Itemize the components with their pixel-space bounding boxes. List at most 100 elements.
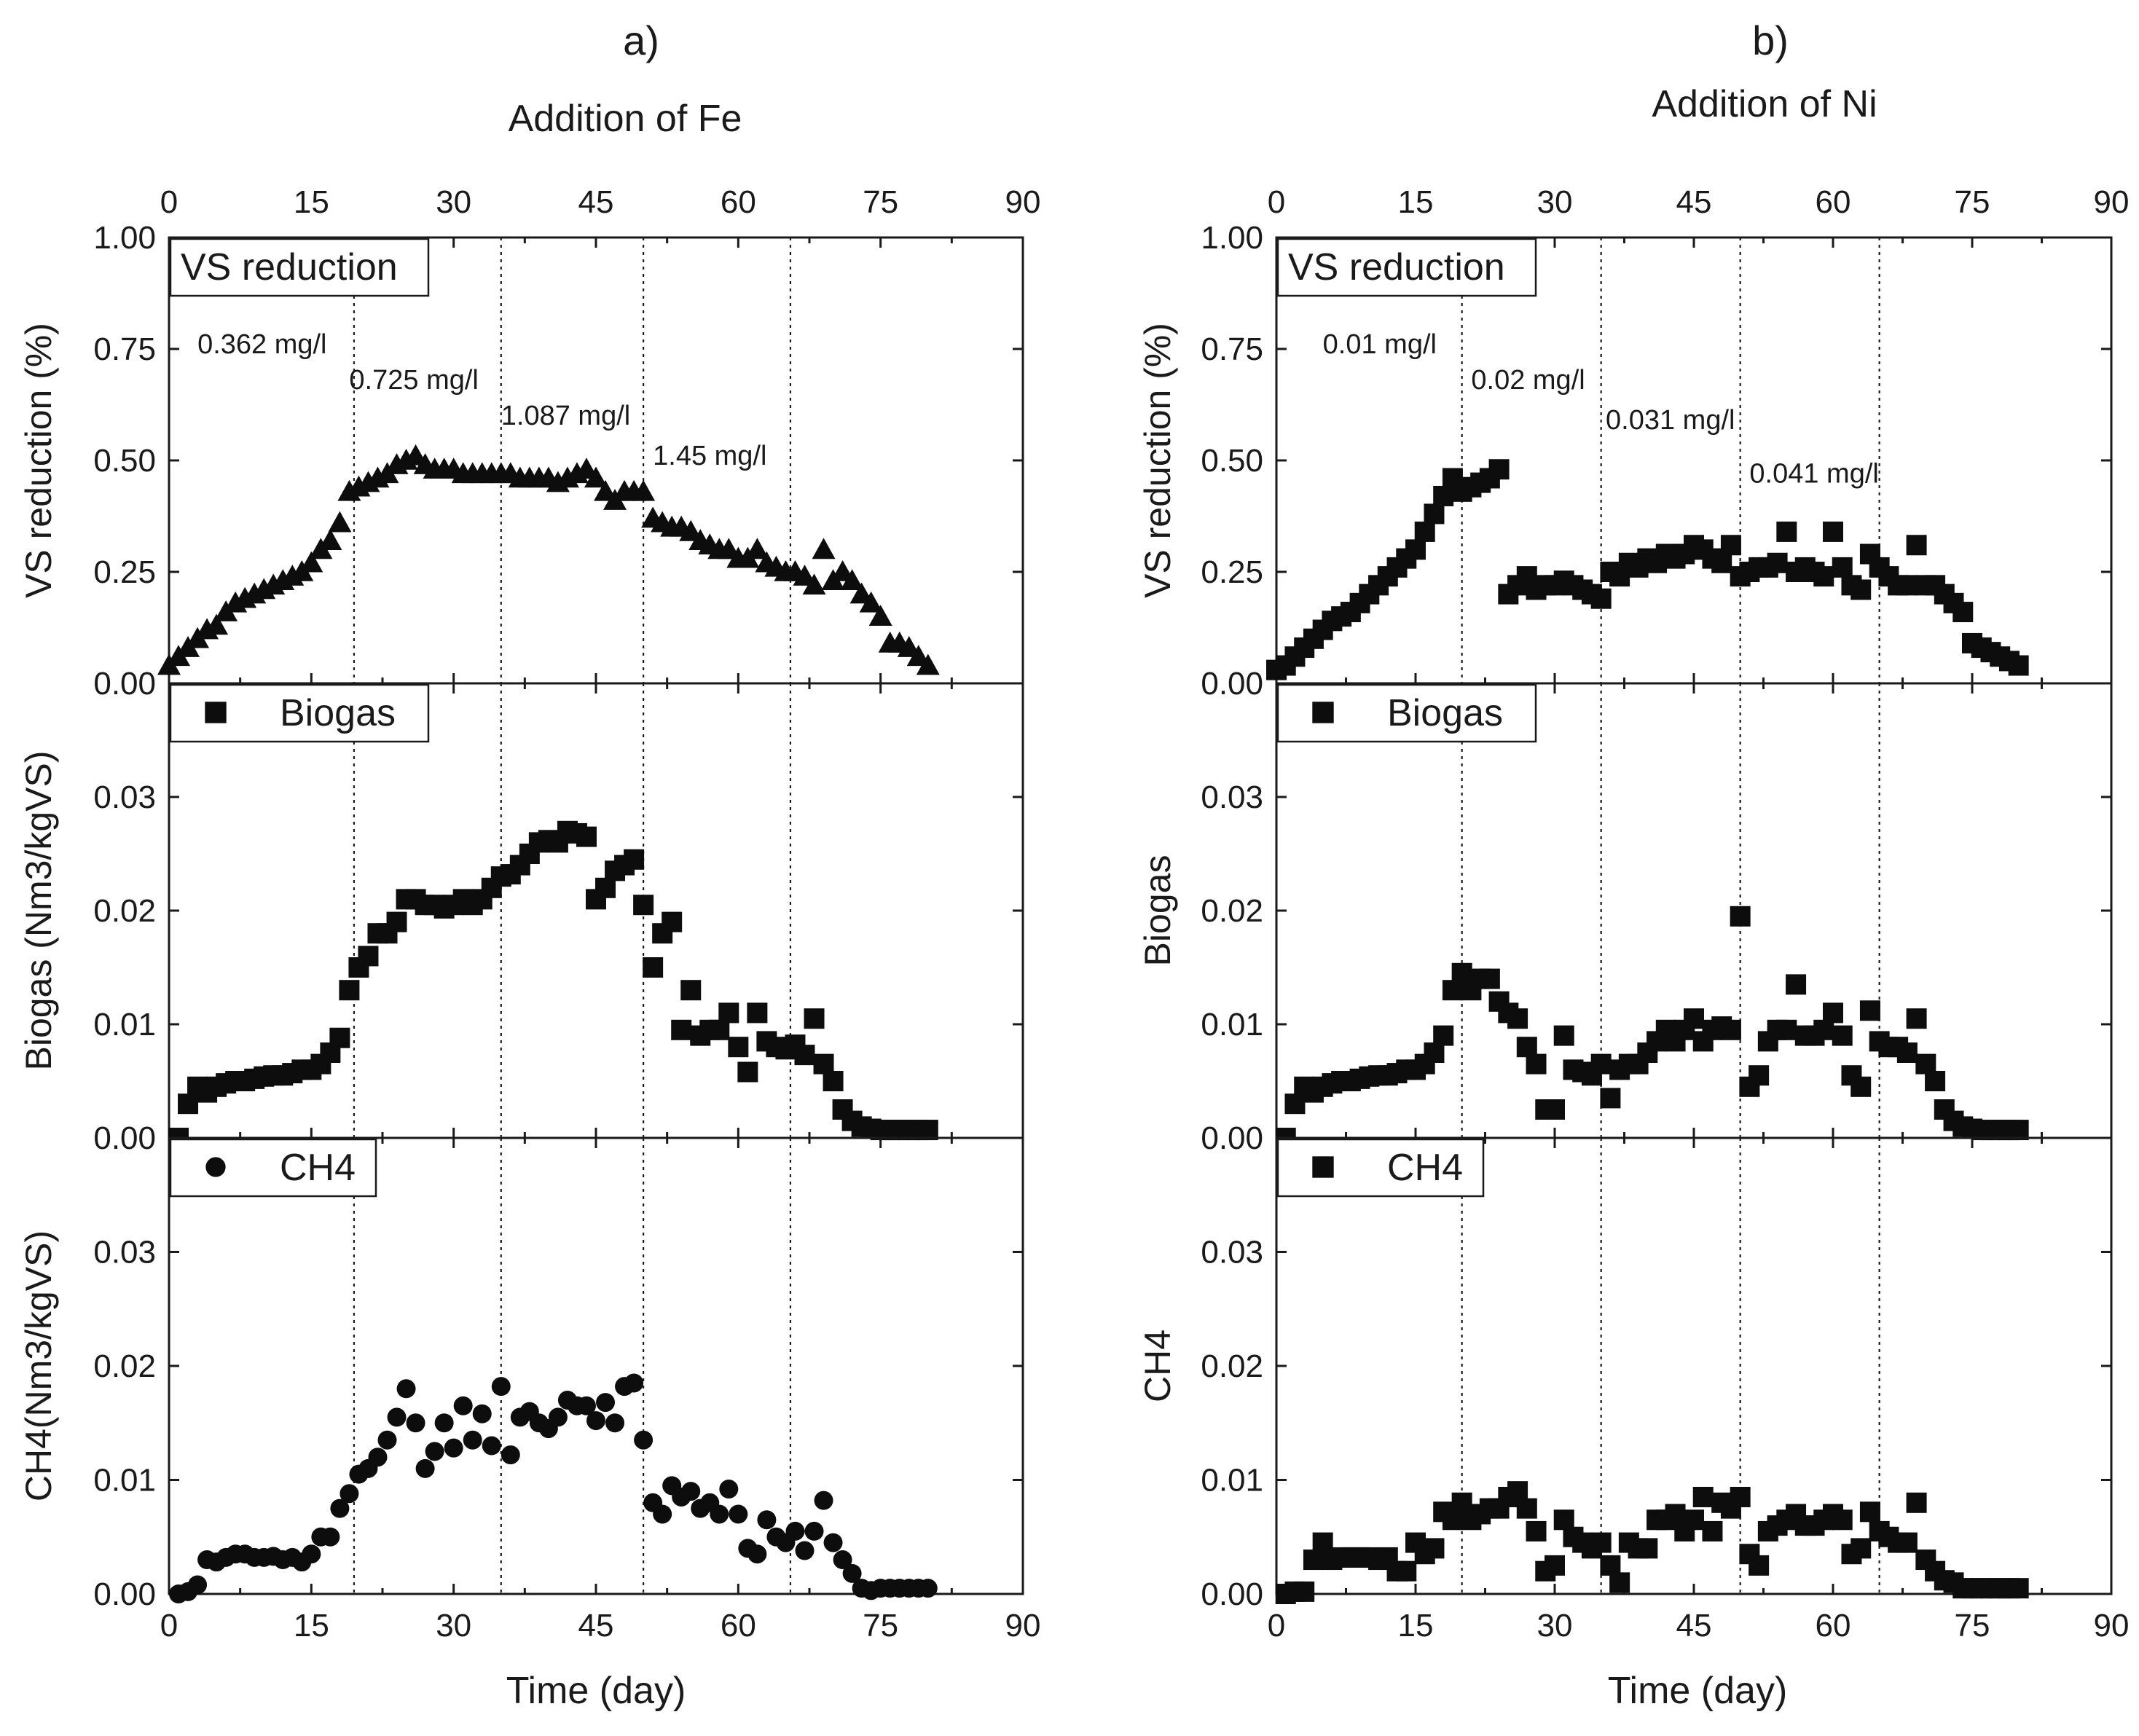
chart-0-sub-2-data-point (576, 1396, 596, 1415)
chart-1-sub-0-data-point (1414, 521, 1435, 542)
chart-1-sub-2-data-point (1526, 1520, 1547, 1541)
chart-0-sub-0-data-point (802, 573, 826, 595)
chart-0-sub-1-data-point (804, 1008, 825, 1029)
chart-0-sub-1-data-point (813, 1053, 834, 1075)
chart-1-sub-2-data-point (1303, 1550, 1324, 1571)
chart-1-title: Addition of Ni (1652, 83, 1877, 125)
chart-1-sub-0-ytick-label: 0.75 (1201, 331, 1263, 367)
chart-0-sub-1-data-point (624, 849, 645, 870)
chart-1-sub-0-annotation: 0.01 mg/l (1323, 329, 1437, 360)
chart-0-xlabel: Time (day) (506, 1670, 686, 1712)
chart-1-sub-1-data-point (1684, 1008, 1704, 1029)
chart-0-bottom-xtick-label: 30 (436, 1608, 471, 1643)
chart-0-sub-0-data-point (205, 613, 229, 635)
chart-1-sub-2-data-point (1294, 1581, 1315, 1602)
chart-1-sub-1-data-point (1600, 1088, 1621, 1109)
chart-0-sub-1-data-point (671, 1019, 692, 1040)
chart-0-bottom-xtick-label: 90 (1005, 1608, 1041, 1643)
chart-0-sub-0-data-point (584, 466, 608, 488)
chart-1-sub-1-data-point (2008, 1120, 2029, 1141)
chart-0-sub-1-ylabel: Biogas (Nm3/kgVS) (18, 750, 59, 1070)
chart-1-sub-2-data-point (1749, 1555, 1770, 1576)
chart-1-top-xtick-label: 60 (1816, 184, 1851, 220)
chart-1-sub-1-data-point (1284, 1093, 1306, 1115)
chart-1-sub-0-data-point (1405, 539, 1426, 560)
chart-0-sub-1-data-point (633, 895, 654, 916)
chart-0-sub-0-legend-box (169, 237, 430, 297)
chart-1-sub-0-data-point (1590, 588, 1612, 609)
chart-0-sub-1-data-point (718, 1002, 739, 1024)
chart-1-sub-1-data-point (1545, 1099, 1565, 1120)
chart-1-sub-0-annotation: 0.02 mg/l (1471, 365, 1585, 396)
chart-1-sub-2-legend: CH4 (1276, 1138, 1485, 1198)
chart-0-sub-1-data-point (747, 1002, 768, 1024)
chart-1-sub-2-data-point (1553, 1509, 1574, 1531)
chart-0-sub-2-ytick-label: 0.00 (93, 1576, 156, 1612)
chart-0-sub-0-data-point (318, 529, 342, 550)
chart-1-sub-0-data-point (1832, 557, 1853, 578)
chart-0-sub-1-data-point (329, 1027, 350, 1048)
chart-1-sub-0-data-point (1776, 521, 1797, 542)
chart-1-sub-2-data-point (1832, 1509, 1853, 1531)
chart-0-sub-2-ytick-label: 0.02 (93, 1348, 156, 1384)
chart-0-sub-0-data-point (632, 479, 656, 501)
chart-1-sub-1-data-point (1776, 1019, 1797, 1040)
chart-0-sub-2-data-point (501, 1445, 520, 1465)
chart-0-sub-1-data-point (643, 957, 664, 978)
chart-0-bottom-xtick-label: 75 (863, 1608, 898, 1643)
chart-0-sub-2-data-point (586, 1411, 605, 1431)
chart-1-sub-2-data-point (2008, 1578, 2029, 1599)
chart-0-sub-2-data-point (681, 1482, 701, 1501)
chart-1-sub-2-ytick-label: 0.03 (1201, 1235, 1263, 1270)
chart-1-sub-1-data-point (1730, 906, 1751, 927)
chart-0-sub-1-data-point (595, 877, 616, 898)
chart-1-sub-2-data-point (1859, 1501, 1880, 1523)
chart-1-panel: b) Addition of Ni 0 15 30 45 60 75 90 0.00 0.25 0.5… (1137, 17, 2129, 1712)
chart-0-sub-2-data-point (434, 1413, 454, 1433)
chart-1-sub-2-data-point (1684, 1509, 1704, 1531)
chart-0-sub-0-data-point (868, 605, 892, 626)
chart-0-sub-2-ytick-label: 0.03 (93, 1235, 156, 1270)
chart-0-sub-2-data-point (814, 1490, 833, 1510)
chart-0-sub-1-data-point (662, 911, 683, 932)
chart-0-sub-1-data-point (386, 911, 407, 932)
chart-1-sub-0-ylabel: VS reduction (%) (1137, 323, 1178, 598)
chart-1-sub-0-data-point (1488, 459, 1510, 480)
chart-0-sub-2-data-point (785, 1521, 805, 1541)
chart-0-bottom-xtick-label: 45 (578, 1608, 614, 1643)
chart-0-sub-1-data-point (728, 1037, 749, 1058)
chart-1-sub-0-data-point (1906, 535, 1927, 556)
chart-0-sub-2-legend: CH4 (169, 1138, 377, 1198)
chart-0-sub-2-data-point (188, 1575, 208, 1595)
chart-0-sub-1-data-point (358, 946, 379, 967)
chart-0-sub-1-ytick-label: 0.00 (93, 1120, 156, 1156)
chart-0-sub-0-annotation: 0.725 mg/l (349, 365, 478, 396)
chart-0-sub-2-data-point (415, 1458, 435, 1478)
chart-0-sub-2-data-point (804, 1521, 824, 1541)
chart-1-sub-2-legend-box (1276, 1138, 1485, 1198)
chart-0-sub-1-data-point (680, 980, 702, 1001)
chart-1-sub-0-ytick-label: 0.25 (1201, 554, 1263, 590)
chart-0-sub-2-data-point (719, 1480, 739, 1499)
chart-0-sub-1-legend: Biogas (169, 683, 430, 743)
chart-1-bottom-xtick-label: 60 (1816, 1608, 1851, 1643)
chart-0-sub-2-data-point (330, 1499, 350, 1518)
chart-0-sub-1: 0.00 0.01 0.02 0.03 Biogas (Nm3/kgVS) Biogas (18, 682, 1024, 1156)
chart-1-sub-1-ytick-label: 0.00 (1201, 1120, 1263, 1156)
chart-0-sub-0-series (157, 444, 940, 675)
chart-0-sub-0-annotation: 1.45 mg/l (653, 441, 766, 471)
chart-0-sub-2-ylabel: CH4(Nm3/kgVS) (18, 1230, 59, 1501)
chart-1-sub-1-data-point (1859, 1000, 1880, 1021)
chart-0-sub-1-data-point (576, 826, 597, 847)
chart-1-sub-2-ytick-label: 0.00 (1201, 1576, 1263, 1612)
chart-1-sub-2-legend-marker (1312, 1156, 1334, 1178)
chart-0-sub-0-ytick-label: 0.00 (93, 666, 156, 702)
chart-1-sub-1-data-point (1823, 1002, 1843, 1024)
chart-0-top-xtick-label: 0 (160, 184, 178, 220)
chart-1-sub-1-ytick-label: 0.03 (1201, 779, 1263, 815)
chart-0-bottom-xtick-label: 0 (160, 1608, 178, 1643)
chart-1-sub-1-data-point (1590, 1053, 1612, 1075)
chart-1-sub-2-data-point (1396, 1560, 1417, 1582)
chart-1-sub-2-data-point (1545, 1555, 1565, 1576)
chart-1-sub-1-series (1275, 906, 2029, 1148)
